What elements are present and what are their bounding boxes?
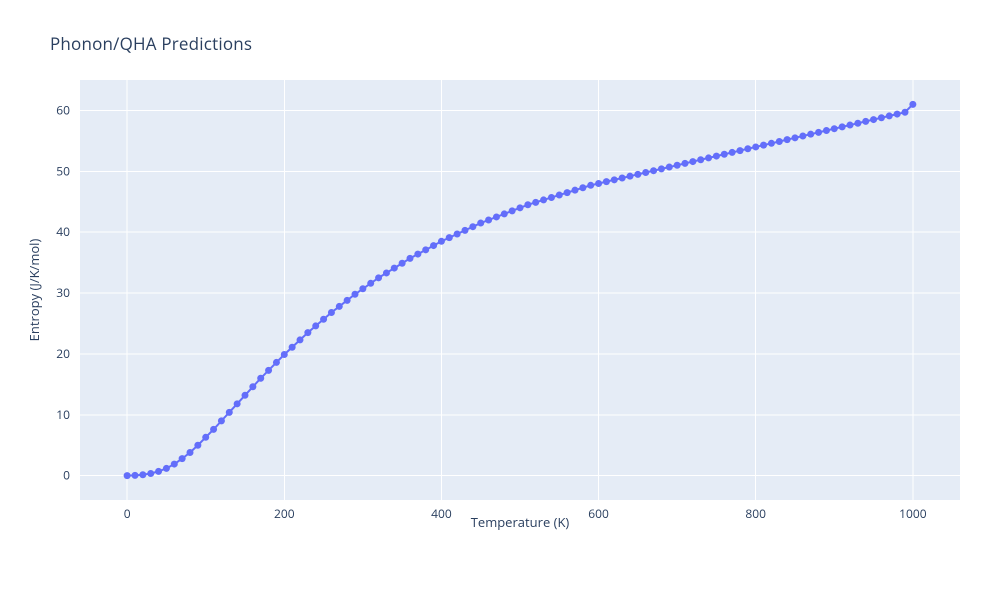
svg-text:0: 0 (63, 467, 70, 484)
chart-title: Phonon/QHA Predictions (50, 32, 252, 55)
y-tick-labels: 0 10 20 30 40 50 60 (56, 101, 70, 483)
svg-text:30: 30 (56, 284, 70, 301)
svg-text:20: 20 (56, 345, 70, 362)
svg-text:50: 50 (56, 162, 70, 179)
plot-svg: 02004006008001000 0102030405060 (80, 80, 960, 500)
y-axis-title: Entropy (J/K/mol) (25, 239, 43, 342)
svg-text:60: 60 (56, 101, 70, 118)
chart-container: Phonon/QHA Predictions 02004006008001000… (0, 0, 1000, 600)
svg-text:10: 10 (56, 406, 70, 423)
svg-text:40: 40 (56, 223, 70, 240)
plot-background (80, 80, 960, 500)
x-axis-title: Temperature (K) (471, 513, 570, 531)
